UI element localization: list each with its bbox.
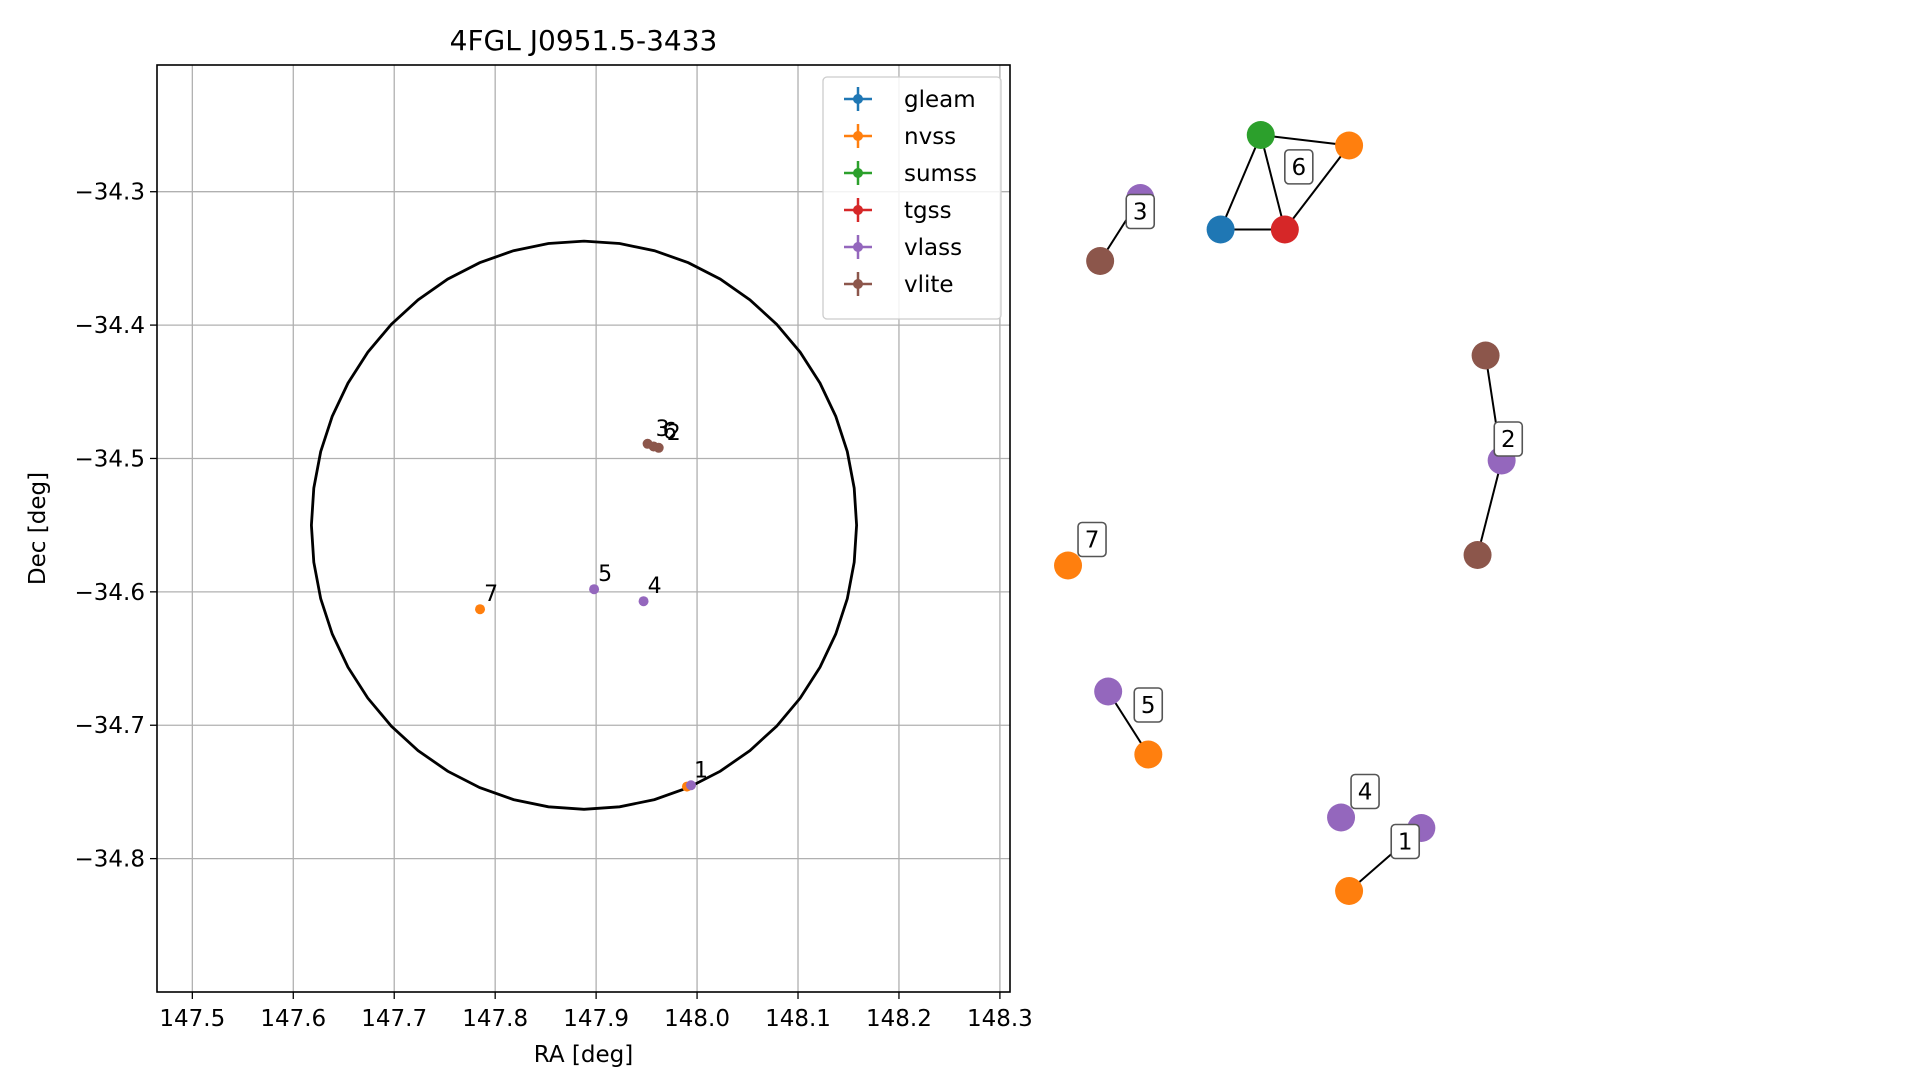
graph-node	[1335, 877, 1364, 905]
x-tick-label: 147.6	[260, 1006, 326, 1032]
graph-label-box	[1284, 149, 1314, 185]
point-label: 2	[667, 421, 681, 446]
legend-dot-vlite	[853, 279, 863, 289]
legend-dot-nvss	[853, 131, 863, 141]
legend-label-vlass: vlass	[904, 235, 962, 261]
graph-label: 6	[1291, 155, 1306, 181]
graph-node	[1327, 803, 1356, 832]
legend-label-nvss: nvss	[904, 124, 956, 150]
graph-label-box	[1125, 193, 1156, 230]
graph-group-4: 4	[1327, 773, 1380, 832]
graph-label: 7	[1085, 528, 1100, 554]
point-label: 3	[656, 417, 670, 442]
data-points	[475, 438, 697, 792]
x-tick-label: 147.9	[563, 1006, 629, 1032]
graph-edge	[1219, 134, 1262, 230]
graph-node	[1086, 247, 1115, 275]
chart-title: 4FGL J0951.5-3433	[450, 24, 718, 57]
y-axis-ticks: −34.3 −34.4 −34.5 −34.6 −34.7 −34.8	[75, 180, 157, 873]
point-label: 5	[598, 562, 612, 587]
legend-label-gleam: gleam	[904, 87, 976, 113]
graph-label-box	[1390, 823, 1421, 860]
y-tick-label: −34.3	[75, 180, 145, 206]
graph-label-box	[1133, 687, 1164, 723]
graph-group-6: 6	[1206, 121, 1364, 244]
plot-frame	[156, 64, 1011, 993]
graph-node	[1270, 215, 1299, 244]
graph-group-2: 2	[1463, 341, 1524, 569]
point-label: 4	[648, 574, 662, 599]
graph-node	[1094, 677, 1123, 706]
graph-node	[1134, 740, 1163, 769]
graph-label: 1	[1398, 830, 1413, 856]
point-label: 6	[663, 419, 677, 444]
y-tick-label: −34.5	[75, 446, 145, 472]
legend-dot-tgss	[853, 205, 863, 215]
graph-label-box	[1077, 521, 1107, 558]
legend-label-tgss: tgss	[904, 198, 952, 224]
x-axis-label: RA [deg]	[534, 1042, 633, 1068]
x-tick-label: 148.3	[967, 1006, 1033, 1032]
point-labels: 1 362 4 5 7	[484, 417, 708, 783]
point-vlass	[638, 596, 649, 607]
legend-label-vlite: vlite	[904, 272, 954, 298]
x-tick-label: 147.7	[361, 1006, 427, 1032]
point-vlass	[686, 780, 697, 791]
graph-node	[1463, 541, 1492, 569]
graph-edge	[1284, 144, 1350, 231]
localization-circle	[309, 239, 859, 811]
graph-node	[1206, 215, 1235, 244]
graph-label: 3	[1133, 200, 1148, 226]
point-label: 7	[484, 582, 498, 607]
localization-ellipse	[309, 239, 859, 811]
legend-dot-sumss	[853, 168, 863, 178]
graph-group-1: 1	[1335, 814, 1436, 905]
y-tick-label: −34.6	[75, 580, 145, 606]
point-nvss	[475, 604, 486, 615]
point-vlass	[589, 584, 600, 595]
graph-edge	[1259, 134, 1286, 230]
graph-node	[1471, 341, 1500, 370]
association-graph: 6 3 2 7 5 41	[1054, 121, 1524, 905]
y-axis-label: Dec [deg]	[25, 472, 51, 585]
point-label: 1	[694, 758, 708, 783]
graph-label-box	[1493, 421, 1524, 457]
legend-dot-vlass	[853, 242, 863, 252]
y-tick-label: −34.4	[75, 313, 145, 339]
x-tick-label: 147.5	[159, 1006, 225, 1032]
x-axis-ticks: 147.5 147.6 147.7 147.8 147.9 148.0 148.1 148.2…	[159, 992, 1033, 1032]
graph-label-box	[1350, 773, 1380, 810]
legend-label-sumss: sumss	[904, 161, 977, 187]
legend-dot-gleam	[853, 94, 863, 104]
x-tick-label: 148.1	[765, 1006, 831, 1032]
graph-label: 4	[1358, 780, 1373, 806]
graph-group-7: 7	[1054, 521, 1107, 580]
legend-box	[822, 76, 1002, 320]
graph-edge	[1476, 460, 1503, 556]
x-tick-label: 148.0	[664, 1006, 730, 1032]
graph-edge	[1260, 134, 1350, 147]
graph-node	[1054, 551, 1083, 580]
y-tick-label: −34.7	[75, 713, 145, 739]
graph-group-5: 5	[1094, 677, 1164, 769]
graph-label: 5	[1141, 693, 1156, 719]
x-tick-label: 148.2	[866, 1006, 932, 1032]
grid	[157, 65, 1010, 992]
graph-node	[1335, 131, 1364, 160]
graph-group-3: 3	[1086, 184, 1156, 275]
x-tick-label: 147.8	[462, 1006, 528, 1032]
graph-node	[1246, 121, 1275, 149]
legend: gleam nvss sumss tgss vlass vlite	[822, 76, 1002, 320]
point-vlite	[653, 442, 664, 453]
graph-label: 2	[1501, 427, 1516, 453]
y-tick-label: −34.8	[75, 847, 145, 873]
